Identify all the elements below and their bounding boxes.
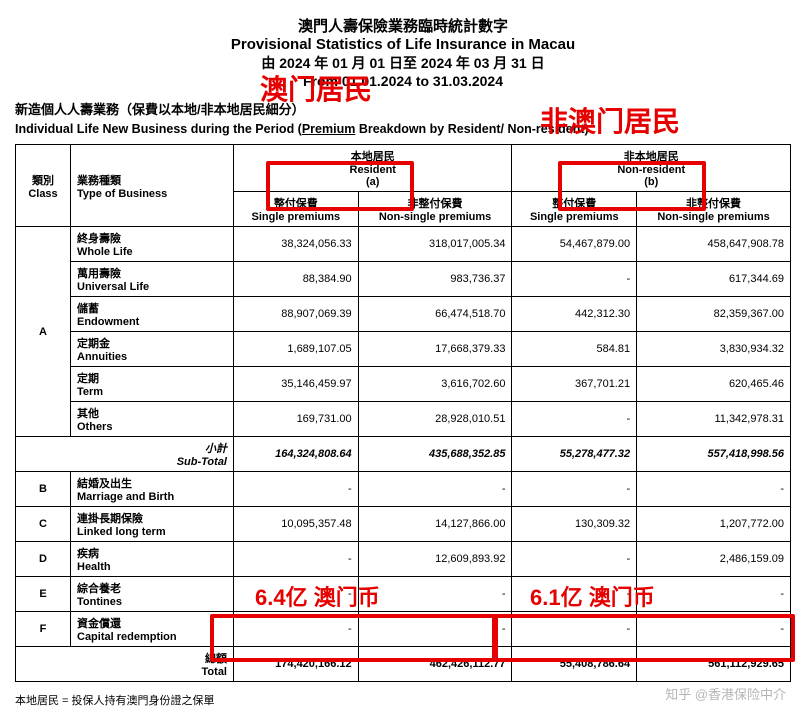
table-row: 儲蓄Endowment88,907,069.3966,474,518.70442… (16, 297, 791, 332)
title-zh: 澳門人壽保險業務臨時統計數字 (15, 15, 791, 36)
col-nonresident: 非本地居民Non-resident(b) (512, 145, 791, 192)
col-res-nsp: 非整付保費Non-single premiums (358, 192, 512, 227)
col-type: 業務種類Type of Business (71, 145, 234, 227)
period-zh: 由 2024 年 01 月 01 日至 2024 年 03 月 31 日 (15, 53, 791, 73)
watermark: 知乎 @香港保险中介 (665, 684, 786, 703)
subtotal-row: 小計Sub-Total 164,324,808.64 435,688,352.8… (16, 437, 791, 472)
table-row: 其他Others169,731.0028,928,010.51-11,342,9… (16, 402, 791, 437)
total-row: 總額Total 174,420,166.12 462,426,112.77 55… (16, 647, 791, 682)
table-row: A終身壽險Whole Life38,324,056.33318,017,005.… (16, 227, 791, 262)
col-nres-nsp: 非整付保費Non-single premiums (637, 192, 791, 227)
col-nres-sp: 整付保費Single premiums (512, 192, 637, 227)
table-row: D疾病Health-12,609,893.92-2,486,159.09 (16, 542, 791, 577)
table-row: 定期金Annuities1,689,107.0517,668,379.33584… (16, 332, 791, 367)
title-en: Provisional Statistics of Life Insurance… (15, 36, 791, 53)
col-class: 類別Class (16, 145, 71, 227)
table-row: E綜合養老Tontines---- (16, 577, 791, 612)
table-row: C連掛長期保險Linked long term10,095,357.4814,1… (16, 507, 791, 542)
page-header: 澳門人壽保險業務臨時統計數字 Provisional Statistics of… (15, 15, 791, 89)
section-title-zh: 新造個人人壽業務（保費以本地/非本地居民細分） (15, 99, 791, 118)
stats-table: 類別Class 業務種類Type of Business 本地居民Residen… (15, 144, 791, 682)
table-row: F資金償還Capital redemption---- (16, 612, 791, 647)
table-row: 萬用壽險Universal Life88,384.90983,736.37-61… (16, 262, 791, 297)
col-resident: 本地居民Resident(a) (234, 145, 512, 192)
col-res-sp: 整付保費Single premiums (234, 192, 359, 227)
table-row: B結婚及出生Marriage and Birth---- (16, 472, 791, 507)
period-en: From 01.01.2024 to 31.03.2024 (15, 73, 791, 89)
section-title-en: Individual Life New Business during the … (15, 122, 791, 136)
table-row: 定期Term35,146,459.973,616,702.60367,701.2… (16, 367, 791, 402)
